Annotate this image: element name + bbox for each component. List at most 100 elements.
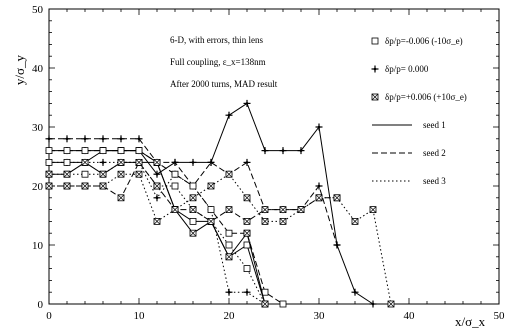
crossed-square-marker xyxy=(261,300,269,308)
open-square-marker xyxy=(189,217,197,225)
plus-star-marker xyxy=(243,158,251,166)
crossed-square-marker xyxy=(81,182,89,190)
crossed-square-marker xyxy=(99,182,107,190)
crossed-square-marker xyxy=(371,93,379,101)
plot-frame xyxy=(48,8,500,305)
crossed-square-marker xyxy=(243,229,251,237)
legend-label-line-2: seed 2 xyxy=(423,148,446,158)
plus-star-marker xyxy=(81,135,89,143)
x-tick-label: 30 xyxy=(314,310,326,322)
open-square-marker xyxy=(207,206,215,214)
crossed-square-marker xyxy=(153,182,161,190)
crossed-square-marker xyxy=(225,206,233,214)
legend-label-marker-2: δp/p= 0.000 xyxy=(385,64,429,74)
legend-label-line-3: seed 3 xyxy=(423,176,446,186)
open-square-marker xyxy=(81,170,89,178)
crossed-square-marker xyxy=(279,206,287,214)
x-tick-label: 40 xyxy=(404,310,416,322)
plus-star-marker xyxy=(153,194,161,202)
open-square-marker xyxy=(135,147,143,155)
plus-star-marker xyxy=(135,135,143,143)
open-square-marker xyxy=(81,147,89,155)
annotation-3: After 2000 turns, MAD result xyxy=(170,79,278,89)
open-square-marker xyxy=(171,182,179,190)
crossed-square-marker xyxy=(45,182,53,190)
y-tick-label: 0 xyxy=(38,299,44,311)
plus-star-marker xyxy=(351,288,359,296)
crossed-square-marker xyxy=(153,158,161,166)
crossed-square-marker xyxy=(189,229,197,237)
x-tick-label: 20 xyxy=(224,310,236,322)
crossed-square-marker xyxy=(387,300,395,308)
plus-star-marker xyxy=(63,135,71,143)
crossed-square-marker xyxy=(279,217,287,225)
crossed-square-marker xyxy=(189,206,197,214)
crossed-square-marker xyxy=(351,217,359,225)
plus-star-marker xyxy=(297,147,305,155)
open-square-marker xyxy=(99,147,107,155)
plus-star-marker xyxy=(369,300,377,308)
plus-star-marker xyxy=(225,111,233,119)
open-square-marker xyxy=(63,158,71,166)
x-tick-label: 10 xyxy=(134,310,146,322)
series-layer xyxy=(45,99,395,308)
open-square-marker xyxy=(189,182,197,190)
legend-label-marker-3: δp/p=+0.006 (+10σ_e) xyxy=(385,92,467,102)
series-8 xyxy=(45,158,341,225)
open-square-marker xyxy=(45,147,53,155)
crossed-square-marker xyxy=(261,206,269,214)
plus-star-marker xyxy=(207,158,215,166)
crossed-square-marker xyxy=(117,170,125,178)
crossed-square-marker xyxy=(333,194,341,202)
crossed-square-marker xyxy=(243,217,251,225)
y-tick-label: 20 xyxy=(32,181,44,193)
crossed-square-marker xyxy=(63,170,71,178)
annotation-1: 6-D, with errors, thin lens xyxy=(170,35,263,45)
x-axis-label: x/σ_x xyxy=(455,314,486,329)
plus-star-marker xyxy=(243,99,251,107)
plus-star-marker xyxy=(315,182,323,190)
crossed-square-marker xyxy=(225,253,233,261)
open-square-marker xyxy=(117,147,125,155)
crossed-square-marker xyxy=(189,194,197,202)
legend-label-marker-1: δp/p=-0.006 (-10σ_e) xyxy=(385,36,463,46)
x-tick-label: 0 xyxy=(46,310,52,322)
y-tick-label: 30 xyxy=(32,122,44,134)
open-square-marker xyxy=(63,147,71,155)
crossed-square-marker xyxy=(81,158,89,166)
plus-star-marker xyxy=(333,241,341,249)
series-line xyxy=(49,138,338,246)
plus-star-marker xyxy=(279,147,287,155)
series-1 xyxy=(45,99,377,308)
open-square-marker xyxy=(45,158,53,166)
plus-star-marker xyxy=(117,135,125,143)
y-axis-label: y/σ_y xyxy=(12,54,27,85)
crossed-square-marker xyxy=(153,217,161,225)
plus-star-marker xyxy=(371,65,379,73)
crossed-square-marker xyxy=(63,182,71,190)
plus-star-marker xyxy=(99,158,107,166)
plus-star-marker xyxy=(45,135,53,143)
x-tick-label: 50 xyxy=(494,310,506,322)
crossed-square-marker xyxy=(99,170,107,178)
crossed-square-marker xyxy=(261,217,269,225)
crossed-square-marker xyxy=(297,206,305,214)
open-square-marker xyxy=(371,37,379,45)
plus-star-marker xyxy=(225,288,233,296)
plus-star-marker xyxy=(315,123,323,131)
crossed-square-marker xyxy=(369,206,377,214)
crossed-square-marker xyxy=(207,217,215,225)
y-tick-label: 40 xyxy=(32,63,44,75)
plus-star-marker xyxy=(243,288,251,296)
ticks: 0 10 20 30 40 50 0 10 20 30 40 50 xyxy=(32,4,505,322)
series-9 xyxy=(45,170,395,308)
crossed-square-marker xyxy=(315,194,323,202)
series-7 xyxy=(45,158,269,308)
crossed-square-marker xyxy=(45,170,53,178)
open-square-marker xyxy=(171,170,179,178)
plus-star-marker xyxy=(261,147,269,155)
crossed-square-marker xyxy=(117,194,125,202)
crossed-square-marker xyxy=(135,170,143,178)
open-square-marker xyxy=(225,241,233,249)
